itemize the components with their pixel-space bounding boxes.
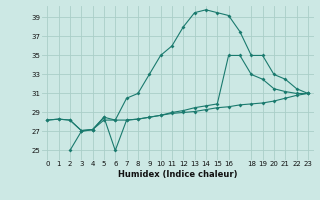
X-axis label: Humidex (Indice chaleur): Humidex (Indice chaleur) xyxy=(118,170,237,179)
